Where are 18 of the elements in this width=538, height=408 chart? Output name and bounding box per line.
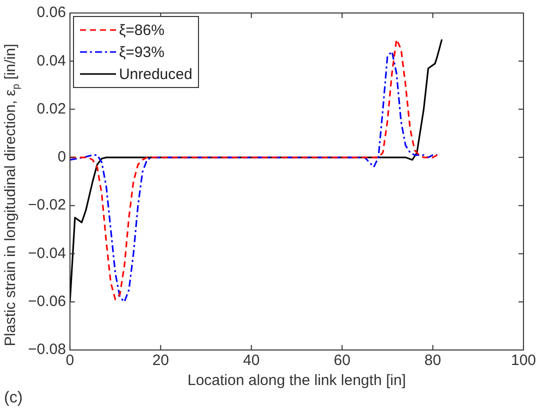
legend-label: ξ=86% [118,22,164,38]
y-tick-label: 0.02 [36,100,66,118]
x-tick-label: 80 [424,352,442,370]
y-tick-label: −0.08 [28,341,66,358]
x-tick-label: 100 [510,352,536,370]
y-tick-label: −0.06 [28,293,66,310]
x-axis-title: Location along the link length [in] [187,372,406,390]
x-tick-label: 60 [334,352,350,370]
y-tick-label: 0 [58,148,66,166]
x-tick-label: 40 [243,352,260,370]
y-tick-label: −0.04 [28,244,66,262]
y-tick-label: 0.04 [36,52,66,70]
x-tick-label: 20 [152,352,170,370]
y-tick-label: 0.06 [36,4,66,22]
y-tick-label: −0.02 [28,196,66,214]
legend-label: Unreduced [118,66,192,82]
text: (c) [4,389,23,406]
legend-label: ξ=93% [118,44,164,60]
